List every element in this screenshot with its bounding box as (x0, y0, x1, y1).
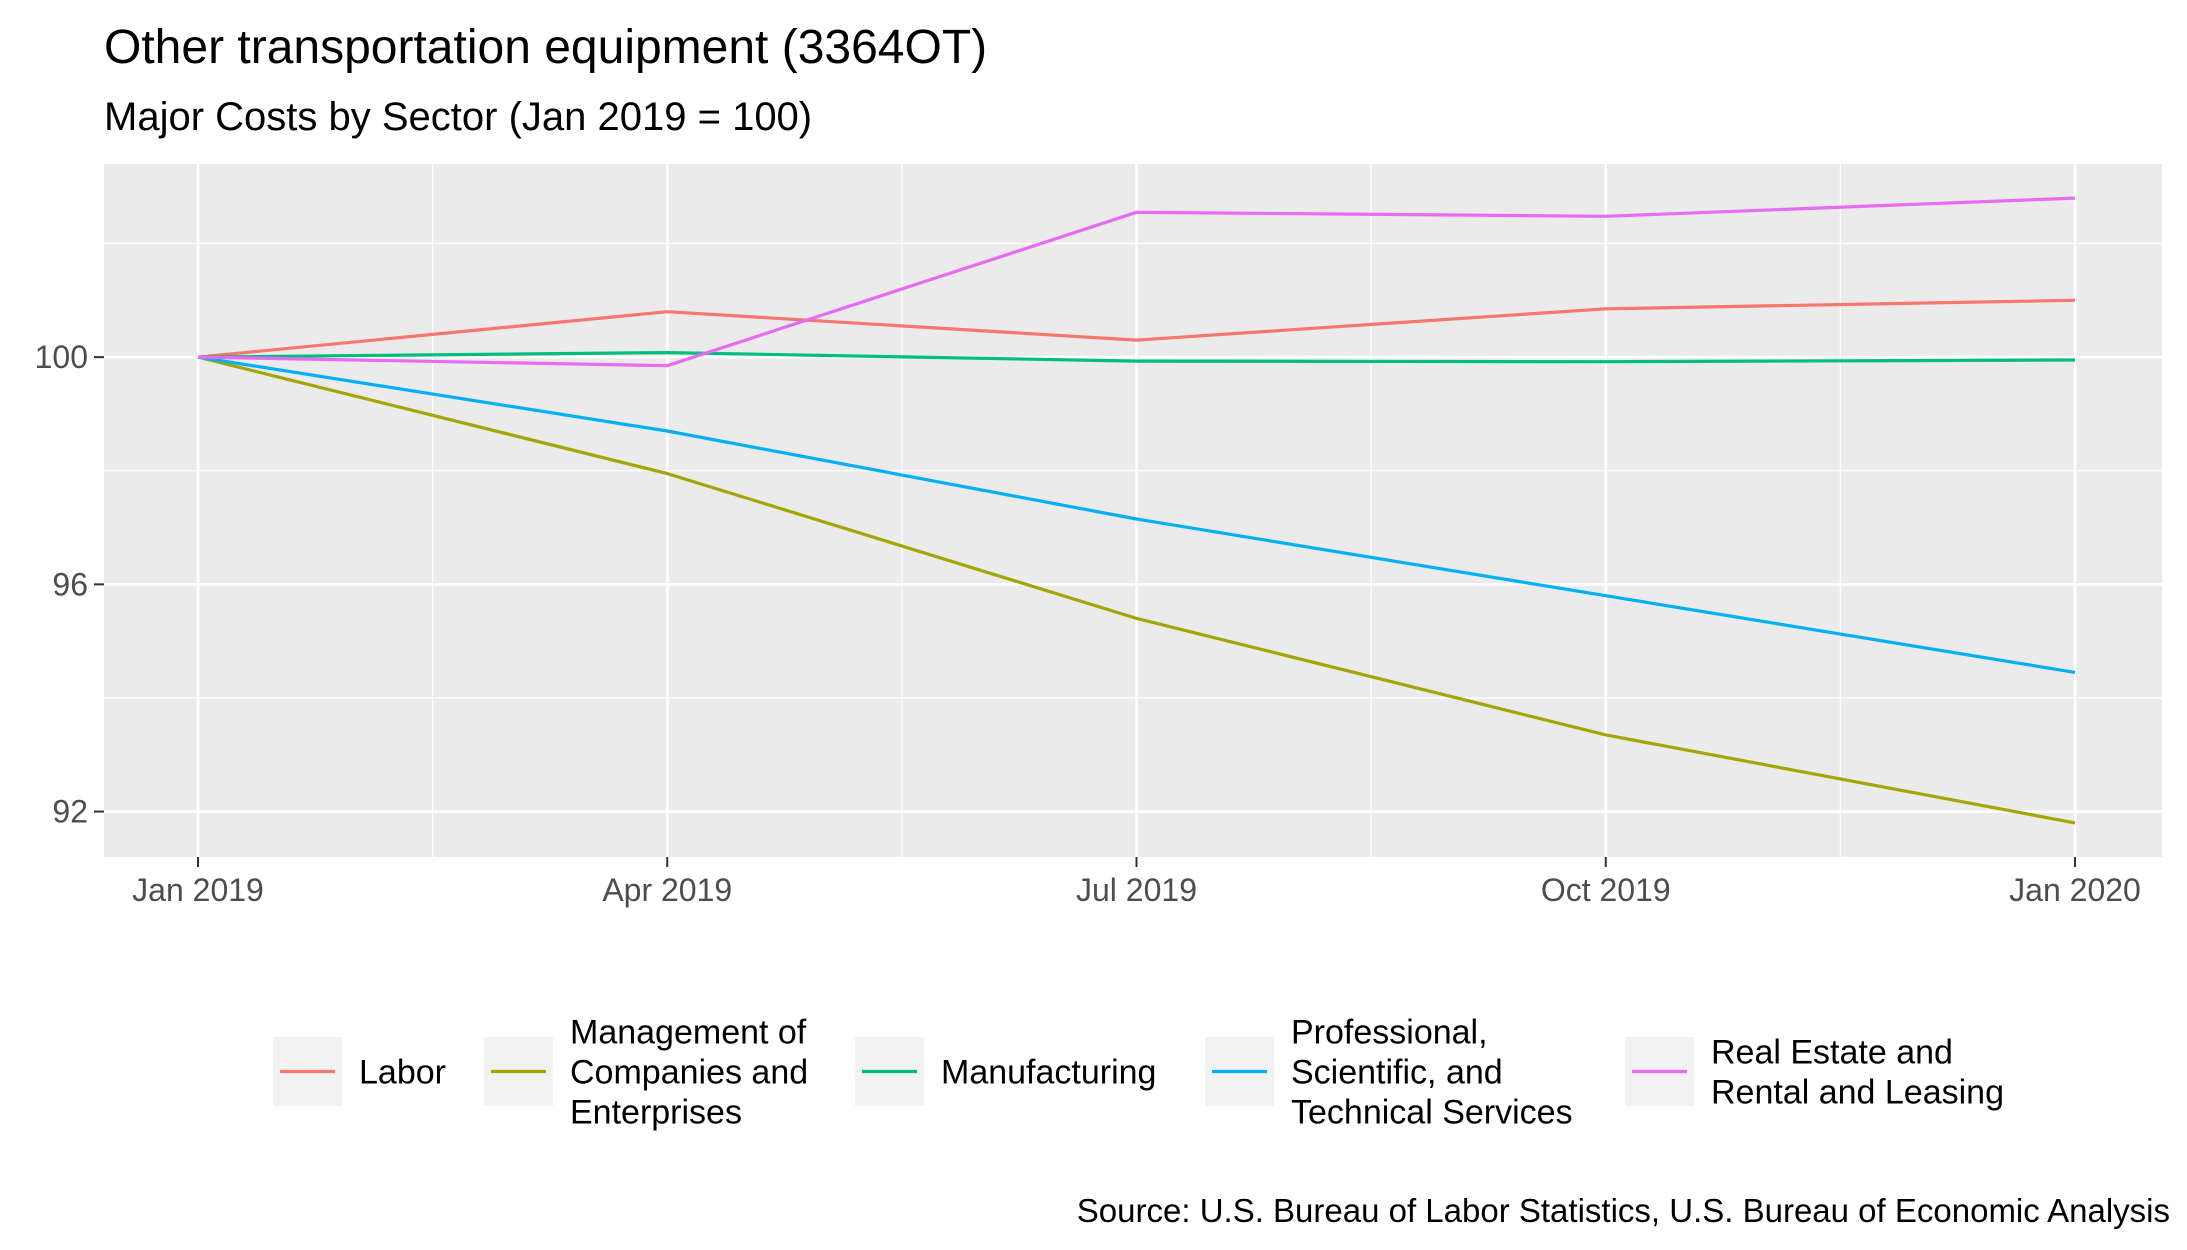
y-axis: 92 96 100 (35, 339, 104, 830)
x-tick-label: Apr 2019 (602, 872, 732, 908)
chart-title: Other transportation equipment (3364OT) (104, 21, 987, 74)
x-tick-label: Jan 2020 (2009, 872, 2141, 908)
series-line-management-of-companies-and-enterprises (197, 355, 2076, 825)
legend-label-line: Rental and Leasing (1711, 1074, 2004, 1112)
legend-label: Labor (359, 1054, 446, 1092)
legend-label: Real Estate and Rental and Leasing (1711, 1034, 2004, 1112)
legend-label-line: Manufacturing (941, 1054, 1156, 1092)
major-gridlines (104, 164, 2162, 857)
legend-label: Professional, Scientific, and Technical Se… (1291, 1014, 1573, 1132)
legend-label-line: Scientific, and (1291, 1054, 1503, 1092)
legend-label-line: Enterprises (570, 1094, 742, 1132)
x-tick-label: Jan 2019 (132, 872, 264, 908)
series-lines (197, 196, 2076, 825)
x-tick-label: Oct 2019 (1541, 872, 1671, 908)
minor-gridlines (104, 164, 2162, 857)
legend-label-line: Management of (570, 1014, 807, 1052)
chart-subtitle: Major Costs by Sector (Jan 2019 = 100) (104, 95, 812, 139)
x-tick-label: Jul 2019 (1076, 872, 1197, 908)
y-tick-label: 92 (52, 794, 88, 830)
legend: Labor Management of Companies and Enterpris… (273, 1014, 2004, 1132)
legend-label: Management of Companies and Enterprises (570, 1014, 808, 1132)
x-axis: Jan 2019 Apr 2019 Jul 2019 Oct 2019 Jan 2020 (132, 857, 2141, 908)
chart-caption: Source: U.S. Bureau of Labor Statistics,… (1077, 1192, 2170, 1229)
plot-panel (104, 164, 2162, 857)
legend-label-line: Companies and (570, 1054, 808, 1092)
legend-label-line: Technical Services (1291, 1094, 1573, 1132)
legend-label-line: Real Estate and (1711, 1034, 1953, 1072)
series-line-real-estate-and-rental-and-leasing (197, 196, 2076, 368)
legend-label-line: Professional, (1291, 1014, 1488, 1052)
y-tick-label: 96 (52, 566, 88, 602)
series-line-professional-scientific-and-technical-services (197, 355, 2076, 674)
legend-label: Manufacturing (941, 1054, 1156, 1092)
y-tick-label: 100 (35, 339, 88, 375)
series-line-labor (197, 298, 2076, 359)
legend-label-line: Labor (359, 1054, 446, 1092)
series-line-manufacturing (197, 351, 2076, 364)
